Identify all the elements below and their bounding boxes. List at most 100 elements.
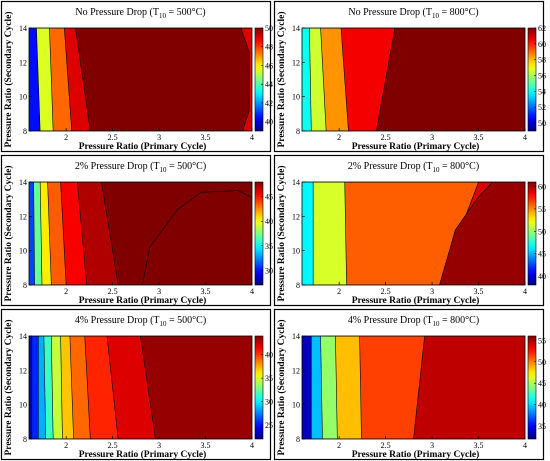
y-tick-label: 8 [23, 435, 27, 444]
chart-title-text: = 800°C) [439, 7, 479, 18]
x-axis-label: Pressure Ratio (Primary Cycle) [352, 141, 480, 152]
colorbar-tick-label: 35 [265, 242, 273, 251]
chart-title-text: No Pressure Drop (T [348, 7, 432, 18]
chart-title-text: 4% Pressure Drop (T [75, 315, 160, 326]
y-axis-label: Pressure Ratio (Secondary Cycle) [276, 11, 287, 147]
x-tick-label: 3 [430, 133, 434, 142]
colorbar [254, 27, 264, 132]
y-axis-label: Pressure Ratio (Secondary Cycle) [276, 165, 287, 301]
contour-field [302, 336, 525, 439]
chart-title-text: No Pressure Drop (T [75, 7, 159, 18]
y-tick-label: 12 [292, 58, 300, 67]
colorbar-tick-label: 52 [538, 103, 546, 112]
plot-area [28, 27, 253, 132]
x-tick-label: 3.5 [474, 441, 484, 450]
colorbar-tick-label: 45 [538, 250, 546, 259]
x-axis-label: Pressure Ratio (Primary Cycle) [352, 295, 480, 306]
x-tick-label: 2.5 [381, 287, 391, 296]
contour-field [29, 336, 252, 439]
colorbar-tick-label: 58 [538, 56, 546, 65]
plot-area [301, 27, 526, 132]
colorbar-tick-label: 42 [265, 99, 273, 108]
colorbar-tick-label: 50 [538, 358, 546, 367]
x-tick-label: 2 [64, 287, 68, 296]
y-tick-label: 10 [19, 247, 27, 256]
x-axis-label: Pressure Ratio (Primary Cycle) [79, 295, 207, 306]
chart-title-subscript: 10 [160, 166, 168, 174]
colorbar-tick-label: 35 [538, 422, 546, 431]
colorbar-tick-label: 55 [538, 336, 546, 345]
chart-title: No Pressure Drop (T10 = 800°C) [348, 7, 478, 20]
x-tick-label: 3 [430, 441, 434, 450]
x-tick-label: 2 [64, 133, 68, 142]
colorbar [527, 27, 537, 132]
colorbar-tick-label: 60 [538, 40, 546, 49]
contour-band-4 [376, 28, 525, 131]
x-tick-label: 4 [250, 441, 254, 450]
plot-area [301, 335, 526, 440]
y-tick-label: 14 [292, 178, 300, 187]
colorbar-tick-label: 54 [538, 87, 546, 96]
y-tick-label: 14 [19, 24, 27, 33]
y-axis-label: Pressure Ratio (Secondary Cycle) [276, 319, 287, 455]
x-tick-label: 3 [157, 133, 161, 142]
chart-title-subscript: 10 [432, 12, 440, 20]
colorbar-tick-label: 60 [538, 182, 546, 191]
y-tick-label: 14 [292, 24, 300, 33]
plot-area [301, 181, 526, 286]
x-tick-label: 2.5 [108, 287, 118, 296]
chart-title-text: 2% Pressure Drop (T [75, 161, 160, 172]
x-tick-label: 2 [64, 441, 68, 450]
y-tick-label: 12 [19, 212, 27, 221]
colorbar-tick-label: 48 [265, 43, 273, 52]
y-axis-label: Pressure Ratio (Secondary Cycle) [3, 319, 14, 455]
x-tick-label: 3.5 [201, 441, 211, 450]
x-tick-label: 3 [157, 441, 161, 450]
colorbar [254, 335, 264, 440]
contour-edge-band [240, 28, 252, 131]
chart-title-text: = 500°C) [167, 161, 207, 172]
y-tick-label: 8 [23, 127, 27, 136]
colorbar-tick-label: 40 [538, 401, 546, 410]
colorbar-tick-label: 35 [265, 374, 273, 383]
plot-area [28, 335, 253, 440]
contour-field [302, 28, 525, 131]
y-tick-label: 10 [19, 93, 27, 102]
colorbar-tick-label: 45 [265, 193, 273, 202]
y-tick-label: 12 [19, 58, 27, 67]
x-tick-label: 2.5 [381, 441, 391, 450]
colorbar [527, 335, 537, 440]
colorbar-tick-label: 30 [265, 266, 273, 275]
x-tick-label: 3.5 [201, 287, 211, 296]
y-axis-label: Pressure Ratio (Secondary Cycle) [3, 165, 14, 301]
y-tick-label: 14 [292, 332, 300, 341]
contour-field [29, 182, 252, 285]
y-tick-label: 10 [292, 401, 300, 410]
plot-area [28, 181, 253, 286]
y-tick-label: 8 [296, 127, 300, 136]
chart-title-subscript: 10 [433, 320, 441, 328]
y-axis-label: Pressure Ratio (Secondary Cycle) [3, 11, 14, 147]
chart-title-text: = 800°C) [440, 161, 480, 172]
contour-peak-region [439, 182, 525, 285]
colorbar-tick-label: 40 [265, 217, 273, 226]
x-tick-label: 4 [250, 287, 254, 296]
x-tick-label: 4 [523, 287, 527, 296]
x-axis-label: Pressure Ratio (Primary Cycle) [352, 449, 480, 460]
colorbar-tick-label: 44 [265, 80, 273, 89]
y-tick-label: 10 [19, 401, 27, 410]
colorbar-tick-label: 40 [265, 351, 273, 360]
chart-title-subscript: 10 [433, 166, 441, 174]
colorbar-tick-label: 55 [538, 205, 546, 214]
contour-peak-region [142, 190, 252, 285]
y-tick-label: 12 [292, 366, 300, 375]
chart-title-subscript: 10 [159, 12, 167, 20]
x-tick-label: 3.5 [474, 133, 484, 142]
x-tick-label: 4 [250, 133, 254, 142]
chart-title-subscript: 10 [160, 320, 168, 328]
chart-title-text: 4% Pressure Drop (T [348, 315, 433, 326]
